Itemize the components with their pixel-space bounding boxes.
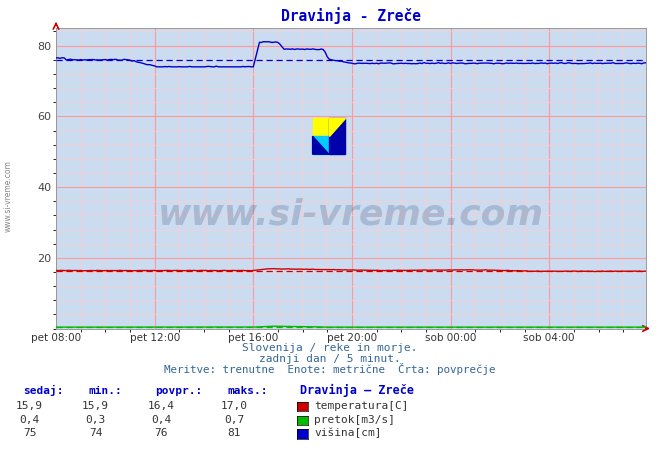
Text: temperatura[C]: temperatura[C] — [314, 401, 409, 411]
Text: 17,0: 17,0 — [221, 401, 247, 411]
Bar — [312, 136, 329, 154]
Text: Meritve: trenutne  Enote: metrične  Črta: povprečje: Meritve: trenutne Enote: metrične Črta: … — [163, 363, 496, 375]
Text: Slovenija / reke in morje.: Slovenija / reke in morje. — [242, 343, 417, 353]
Text: 0,4: 0,4 — [152, 415, 171, 425]
Text: 75: 75 — [23, 428, 36, 438]
Text: 0,7: 0,7 — [224, 415, 244, 425]
Text: 76: 76 — [155, 428, 168, 438]
Text: zadnji dan / 5 minut.: zadnji dan / 5 minut. — [258, 354, 401, 364]
Text: 16,4: 16,4 — [148, 401, 175, 411]
Title: Dravinja - Zreče: Dravinja - Zreče — [281, 7, 421, 24]
Bar — [329, 118, 345, 154]
Bar — [312, 118, 329, 136]
Text: 15,9: 15,9 — [16, 401, 43, 411]
Text: min.:: min.: — [89, 386, 123, 396]
Polygon shape — [312, 136, 329, 154]
Text: maks.:: maks.: — [227, 386, 268, 396]
Text: 81: 81 — [227, 428, 241, 438]
Text: pretok[m3/s]: pretok[m3/s] — [314, 415, 395, 425]
Text: Dravinja – Zreče: Dravinja – Zreče — [300, 384, 414, 397]
Text: 74: 74 — [89, 428, 102, 438]
Text: 0,3: 0,3 — [86, 415, 105, 425]
Text: 15,9: 15,9 — [82, 401, 109, 411]
Text: www.si-vreme.com: www.si-vreme.com — [3, 160, 13, 232]
Text: povpr.:: povpr.: — [155, 386, 202, 396]
Text: 0,4: 0,4 — [20, 415, 40, 425]
Text: višina[cm]: višina[cm] — [314, 428, 382, 438]
Text: sedaj:: sedaj: — [23, 385, 63, 396]
Polygon shape — [329, 118, 345, 136]
Text: www.si-vreme.com: www.si-vreme.com — [158, 197, 544, 231]
